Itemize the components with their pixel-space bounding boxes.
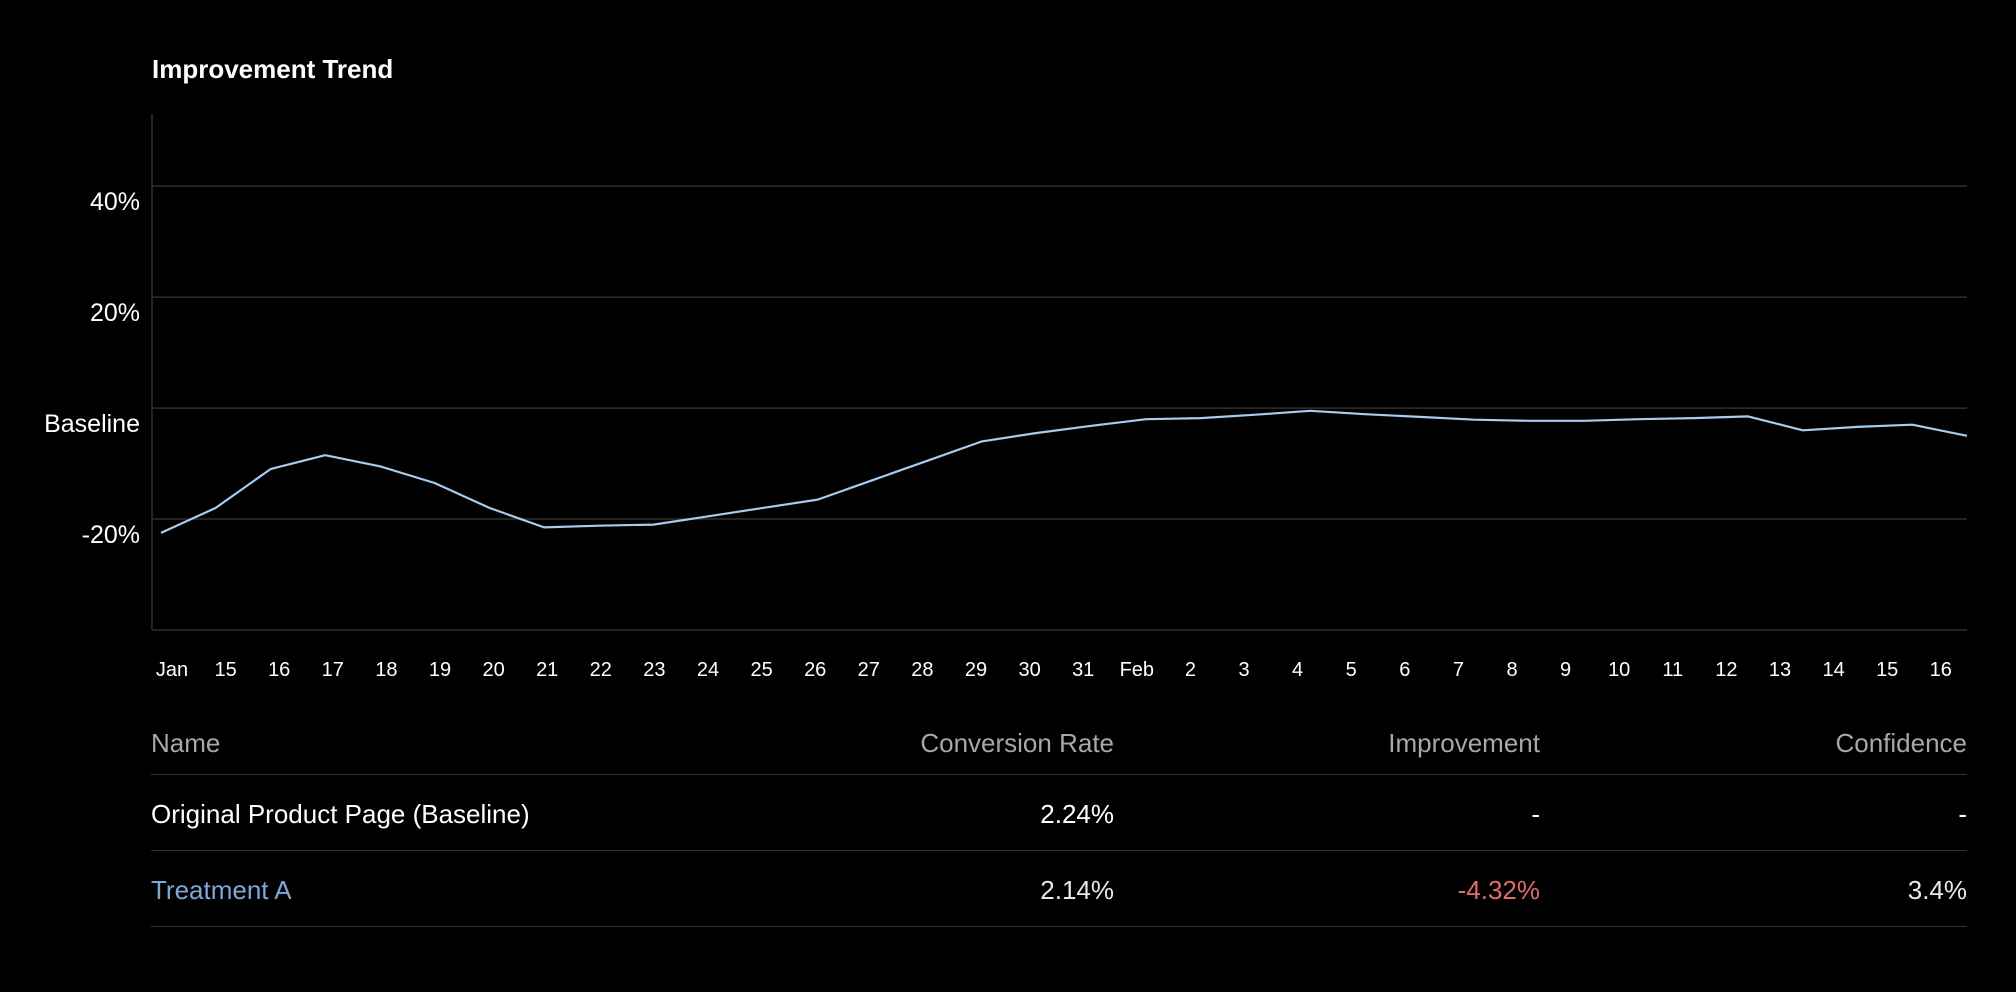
header-name[interactable]: Name bbox=[151, 728, 221, 758]
x-tick-label: 25 bbox=[750, 659, 772, 681]
x-tick-label: 28 bbox=[911, 659, 933, 681]
x-tick-label: 6 bbox=[1399, 659, 1410, 681]
series-line bbox=[160, 409, 1968, 534]
results-table: Name Conversion Rate Improvement Confide… bbox=[151, 722, 1967, 927]
x-tick-label: 21 bbox=[536, 659, 558, 681]
line-chart: 40%20%Baseline-20% Jan 15 16 17 18 19 20 21 22 23… bbox=[44, 114, 1968, 681]
x-tick-label: 30 bbox=[1018, 659, 1040, 681]
x-tick-label: 2 bbox=[1185, 659, 1196, 681]
x-tick-label: 7 bbox=[1453, 659, 1464, 681]
y-tick-label: Baseline bbox=[44, 410, 140, 438]
x-tick-label: 4 bbox=[1292, 659, 1303, 681]
x-tick-label: 23 bbox=[643, 659, 665, 681]
x-tick-label: 29 bbox=[965, 659, 987, 681]
x-tick-label: 11 bbox=[1662, 659, 1683, 681]
x-tick-label: 13 bbox=[1769, 659, 1791, 681]
x-tick-label: 24 bbox=[697, 659, 719, 681]
x-tick-label: 5 bbox=[1346, 659, 1357, 681]
row-name-link[interactable]: Treatment A bbox=[151, 875, 292, 905]
x-tick-label: 16 bbox=[268, 659, 290, 681]
table-row-baseline: Original Product Page (Baseline) 2.24% -… bbox=[151, 775, 1967, 851]
row-conversion-rate: 2.14% bbox=[1040, 875, 1114, 905]
y-tick-label: 40% bbox=[90, 188, 140, 216]
table-header-row: Name Conversion Rate Improvement Confide… bbox=[151, 722, 1967, 775]
grid-lines bbox=[152, 185, 1967, 520]
x-tick-label: 9 bbox=[1560, 659, 1571, 681]
x-tick-label: Jan bbox=[156, 659, 188, 681]
row-improvement: - bbox=[1531, 799, 1540, 829]
y-tick-labels: 40% 20% Baseline -20% bbox=[44, 188, 140, 549]
x-tick-label: 20 bbox=[482, 659, 504, 681]
chart-title: Improvement Trend bbox=[152, 54, 394, 84]
y-tick-label: 20% bbox=[90, 299, 140, 327]
x-tick-label: 26 bbox=[804, 659, 826, 681]
row-conversion-rate: 2.24% bbox=[1040, 799, 1114, 829]
table-row-treatment-a: Treatment A 2.14% -4.32% 3.4% bbox=[151, 851, 1967, 927]
x-tick-label: 14 bbox=[1822, 659, 1844, 681]
x-tick-label: 12 bbox=[1715, 659, 1737, 681]
series-layer bbox=[160, 409, 1968, 534]
x-tick-label: 3 bbox=[1238, 659, 1249, 681]
x-tick-label: 10 bbox=[1608, 659, 1630, 681]
x-tick-label: 22 bbox=[590, 659, 612, 681]
x-tick-labels: Jan 15 16 17 18 19 20 21 22 23 24 25 26 27 28 29 30 31 Feb… bbox=[156, 659, 1952, 681]
x-tick-label: 19 bbox=[429, 659, 451, 681]
x-tick-label: 15 bbox=[214, 659, 236, 681]
x-tick-label: Feb bbox=[1120, 659, 1154, 681]
x-tick-label: 8 bbox=[1506, 659, 1517, 681]
x-tick-label: 18 bbox=[375, 659, 397, 681]
row-confidence: 3.4% bbox=[1907, 875, 1967, 905]
header-conversion-rate[interactable]: Conversion Rate bbox=[920, 728, 1114, 758]
x-tick-label: 27 bbox=[858, 659, 880, 681]
x-tick-label: 17 bbox=[322, 659, 344, 681]
row-improvement: -4.32% bbox=[1457, 875, 1540, 905]
x-tick-label: 16 bbox=[1930, 659, 1952, 681]
x-tick-label: 15 bbox=[1876, 659, 1898, 681]
row-confidence: - bbox=[1958, 799, 1967, 829]
y-tick-label: -20% bbox=[82, 521, 140, 549]
x-tick-label: 31 bbox=[1072, 659, 1094, 681]
header-confidence[interactable]: Confidence bbox=[1835, 728, 1967, 758]
row-name: Original Product Page (Baseline) bbox=[151, 799, 530, 829]
header-improvement[interactable]: Improvement bbox=[1388, 728, 1540, 758]
